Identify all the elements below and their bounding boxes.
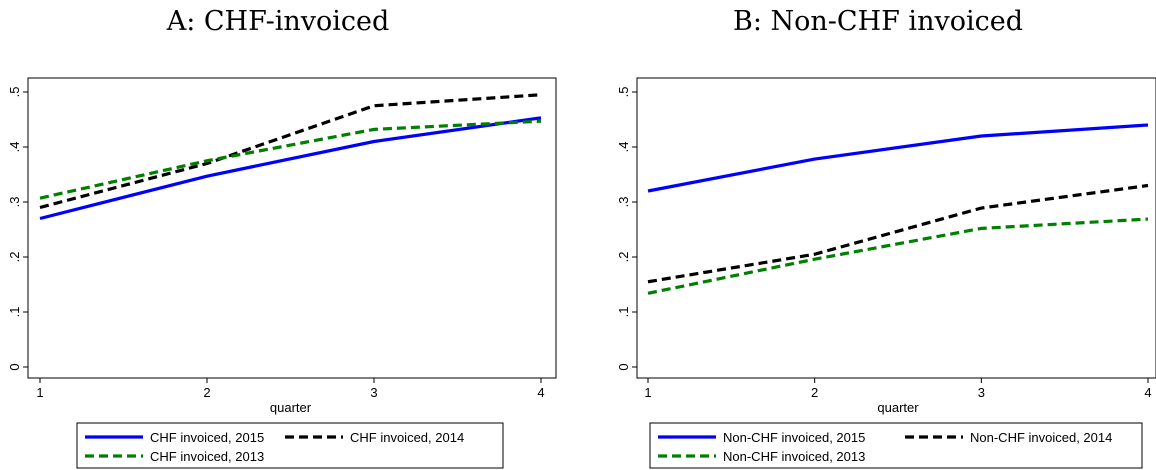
legend-box bbox=[649, 422, 1143, 469]
x-tick-label: 4 bbox=[537, 385, 544, 400]
x-tick-label: 1 bbox=[644, 385, 651, 400]
y-tick-label: .5 bbox=[616, 87, 631, 98]
y-tick-label: .4 bbox=[7, 142, 22, 153]
legend-label: CHF invoiced, 2013 bbox=[150, 449, 264, 464]
series-line-2 bbox=[39, 93, 542, 210]
y-tick-label: .2 bbox=[616, 252, 631, 263]
y-tick-label: .1 bbox=[616, 307, 631, 318]
series-line-2 bbox=[647, 183, 1149, 284]
y-tick-label: .5 bbox=[7, 87, 22, 98]
legend-label: Non-CHF invoiced, 2015 bbox=[723, 430, 865, 445]
y-tick-label: 0 bbox=[7, 363, 22, 370]
x-axis-label: quarter bbox=[270, 400, 312, 415]
x-tick-label: 3 bbox=[370, 385, 377, 400]
x-tick-label: 4 bbox=[1144, 385, 1151, 400]
plot-frame bbox=[636, 77, 1156, 379]
panel-b-title: B: Non-CHF invoiced bbox=[733, 6, 1023, 37]
y-tick-label: .3 bbox=[616, 197, 631, 208]
series-line-1 bbox=[39, 116, 542, 221]
x-axis-label: quarter bbox=[877, 400, 919, 415]
legend-label: CHF invoiced, 2014 bbox=[350, 430, 464, 445]
chart-panel-2: 0 .1 .2 .3 .4 .5 1 2 3 4 quarter Non-CHF invoiced, … bbox=[616, 77, 1156, 469]
series-line-1 bbox=[647, 123, 1149, 193]
panel-a-title: A: CHF-invoiced bbox=[166, 6, 390, 37]
y-tick-label: .3 bbox=[7, 197, 22, 208]
series-line-3 bbox=[647, 217, 1149, 295]
y-tick-label: .1 bbox=[7, 307, 22, 318]
y-tick-label: .4 bbox=[616, 142, 631, 153]
legend-label: Non-CHF invoiced, 2013 bbox=[723, 449, 865, 464]
legend-box bbox=[76, 422, 504, 469]
x-tick-label: 2 bbox=[811, 385, 818, 400]
series-line-3 bbox=[39, 119, 542, 200]
x-tick-label: 3 bbox=[978, 385, 985, 400]
x-tick-label: 2 bbox=[203, 385, 210, 400]
legend-label: Non-CHF invoiced, 2014 bbox=[970, 430, 1112, 445]
plot-frame bbox=[27, 77, 557, 379]
x-tick-label: 1 bbox=[36, 385, 43, 400]
chart-panel-1: 0 .1 .2 .3 .4 .5 1 2 3 4 quarter CHF invoiced, 2015… bbox=[7, 77, 557, 469]
y-tick-label: 0 bbox=[616, 363, 631, 370]
y-tick-label: .2 bbox=[7, 252, 22, 263]
legend-label: CHF invoiced, 2015 bbox=[150, 430, 264, 445]
